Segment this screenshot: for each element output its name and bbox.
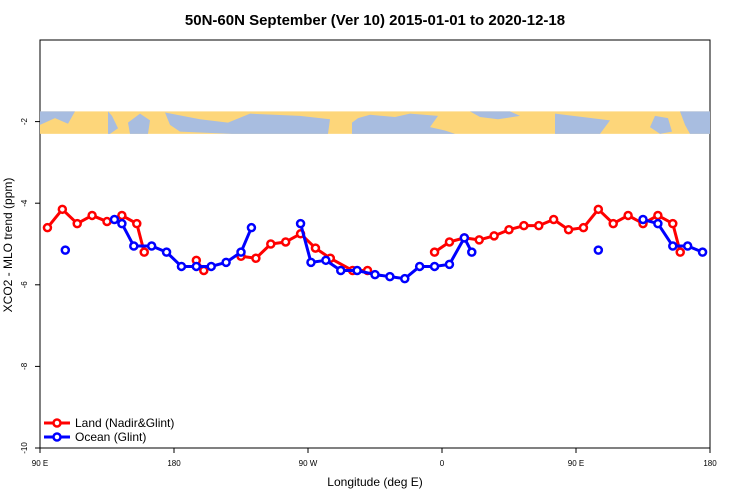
x-tick-label: 90 E <box>32 459 48 468</box>
data-point <box>139 247 149 257</box>
data-point <box>504 224 514 235</box>
data-point <box>429 261 440 272</box>
data-point <box>336 265 346 276</box>
data-point <box>251 253 261 264</box>
data-point <box>132 218 142 229</box>
data-point <box>467 247 477 257</box>
data-point <box>548 214 559 225</box>
data-point <box>72 218 82 229</box>
data-point <box>638 214 648 225</box>
data-point <box>280 237 291 247</box>
data-point <box>653 218 663 229</box>
legend: Land (Nadir&Glint)Ocean (Glint) <box>44 416 174 444</box>
data-point <box>474 235 484 245</box>
data-point <box>444 237 455 247</box>
data-point <box>117 210 127 221</box>
map-ocean-region <box>555 113 610 134</box>
data-point <box>102 216 112 227</box>
y-axis: -2 -4 -6 -8 -10 <box>20 117 40 454</box>
y-axis-label: XCO2 - MLO trend (ppm) <box>1 178 15 313</box>
data-point <box>236 247 246 257</box>
world-map-strip <box>40 111 710 134</box>
data-point <box>109 214 120 225</box>
legend-label: Ocean (Glint) <box>75 430 146 444</box>
data-point <box>87 210 97 221</box>
data-point <box>668 241 678 251</box>
map-ocean-region <box>165 112 330 134</box>
map-ocean-region <box>650 115 672 134</box>
data-point <box>534 220 544 231</box>
data-point <box>191 261 202 272</box>
y-tick-label: -10 <box>20 442 29 454</box>
data-point <box>459 233 470 243</box>
data-point <box>623 210 633 221</box>
y-tick-label: -2 <box>20 117 29 125</box>
data-point <box>199 265 209 276</box>
x-axis: 90 E 180 90 W 0 90 E 180 <box>32 448 717 468</box>
series-0 <box>42 204 685 276</box>
data-point <box>429 247 440 257</box>
data-point <box>444 259 455 270</box>
map-ocean-region <box>108 111 118 134</box>
data-point <box>414 261 425 272</box>
data-point <box>146 241 157 251</box>
data-point <box>400 273 410 284</box>
data-point <box>42 222 53 233</box>
data-point <box>519 220 529 231</box>
data-point <box>57 204 68 215</box>
x-tick-label: 180 <box>703 459 717 468</box>
x-tick-label: 90 W <box>299 459 318 468</box>
legend-marker <box>52 418 62 428</box>
data-point <box>608 218 618 229</box>
x-tick-label: 90 E <box>568 459 584 468</box>
legend-label: Land (Nadir&Glint) <box>75 416 174 430</box>
x-tick-label: 0 <box>440 459 445 468</box>
data-point <box>593 245 604 255</box>
legend-marker <box>52 432 62 442</box>
data-point <box>246 222 257 233</box>
data-point <box>60 245 71 255</box>
data-point <box>306 257 316 268</box>
data-point <box>489 231 499 241</box>
data-point <box>176 261 187 272</box>
data-point <box>668 218 678 229</box>
data-point <box>682 241 693 251</box>
x-tick-label: 180 <box>167 459 181 468</box>
data-point <box>266 239 276 249</box>
data-point <box>129 241 139 251</box>
data-point <box>352 265 362 276</box>
map-ocean-region <box>128 113 150 134</box>
y-tick-label: -6 <box>20 281 29 289</box>
data-point <box>653 210 663 221</box>
data-point <box>675 247 685 257</box>
map-ocean-region <box>680 111 710 134</box>
map-ocean-region <box>40 111 75 125</box>
data-point <box>161 247 172 257</box>
data-point <box>321 255 331 266</box>
x-axis-label: Longitude (deg E) <box>327 475 422 489</box>
map-ocean-region <box>352 113 455 134</box>
data-point <box>206 261 216 272</box>
data-point <box>385 271 395 282</box>
series-1 <box>60 214 708 284</box>
data-point <box>563 224 574 235</box>
plot-frame <box>39 39 711 449</box>
data-point <box>295 218 306 229</box>
series-layer <box>42 204 708 284</box>
data-point <box>370 269 380 280</box>
y-tick-label: -8 <box>20 362 29 370</box>
data-point <box>310 243 321 253</box>
y-tick-label: -4 <box>20 199 29 207</box>
series-line <box>299 223 474 281</box>
data-point <box>221 257 231 268</box>
data-point <box>697 247 708 257</box>
data-point <box>593 204 604 215</box>
chart-title: 50N-60N September (Ver 10) 2015-01-01 to… <box>185 12 565 29</box>
data-point <box>578 222 589 233</box>
data-point <box>117 218 127 229</box>
map-ocean-region <box>470 111 520 120</box>
